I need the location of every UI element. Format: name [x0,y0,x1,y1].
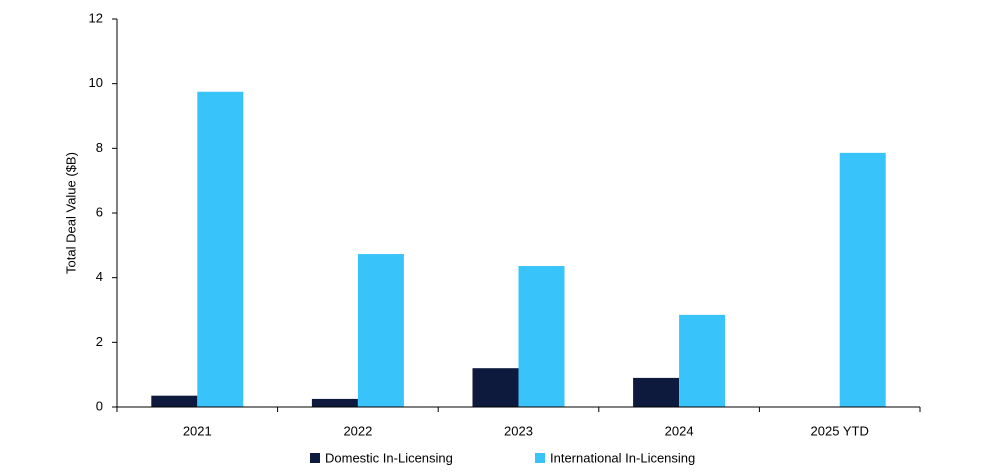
bar [839,152,886,407]
x-tick-label: 2025 YTD [811,423,869,438]
x-tick-label: 2023 [504,423,533,438]
y-tick-label: 6 [96,204,103,219]
x-tick-label: 2022 [343,423,372,438]
legend-label: International In-Licensing [550,450,695,465]
y-axis-label: Total Deal Value ($B) [63,152,78,274]
x-tick-label: 2024 [665,423,694,438]
bar [679,314,726,407]
bar [518,266,565,407]
bar [472,368,519,407]
legend-swatch [535,453,545,463]
y-tick-label: 8 [96,140,103,155]
legend-swatch [310,453,320,463]
y-tick-label: 4 [96,269,103,284]
y-tick-label: 12 [89,10,103,25]
bar [311,398,358,407]
bar [633,377,680,407]
bar [357,254,404,407]
legend-label: Domestic In-Licensing [325,450,453,465]
x-tick-label: 2021 [183,423,212,438]
bar [197,91,244,407]
y-tick-label: 10 [89,75,103,90]
y-tick-label: 0 [96,398,103,413]
y-tick-label: 2 [96,334,103,349]
bar [151,395,198,407]
